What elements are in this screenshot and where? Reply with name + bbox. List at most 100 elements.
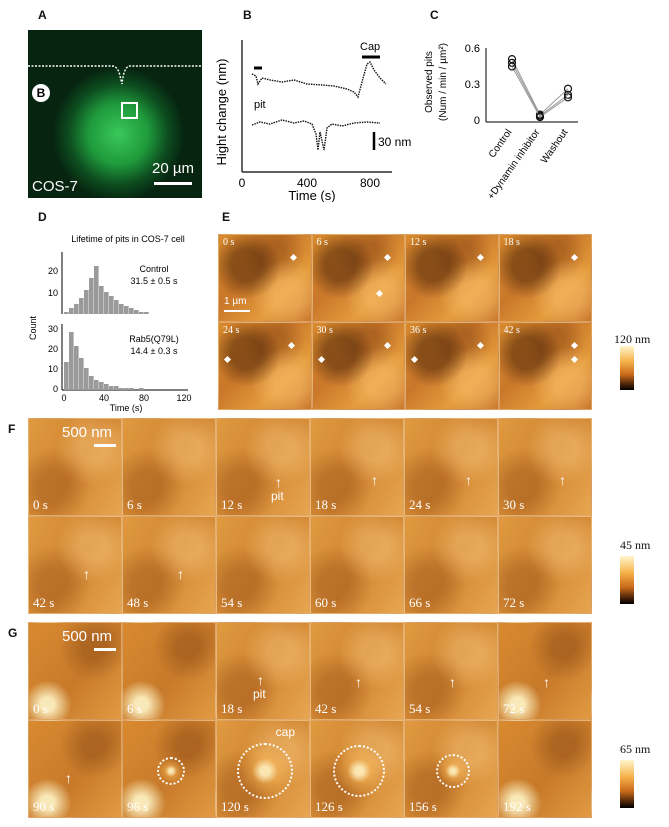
c-series-line — [511, 58, 569, 116]
e-frame: 18 s — [498, 234, 592, 322]
d-hist-bar — [109, 296, 114, 314]
e-time-label: 0 s — [223, 237, 235, 248]
pit-marker — [383, 341, 391, 350]
c-data-point — [563, 90, 573, 99]
afm-grid-e: 0 s 6 s 12 s 18 s 24 s 30 s 36 s 42 s — [218, 234, 592, 410]
d-hist-bar — [84, 290, 89, 314]
pit-marker — [375, 289, 383, 298]
inset-box — [121, 102, 138, 119]
f-time-label: 72 s — [503, 595, 525, 610]
d-hist-bar — [69, 308, 74, 314]
pit-arrow: ↑ — [65, 770, 72, 786]
g-frame: 96 s — [122, 720, 216, 818]
e-colorbar — [620, 346, 634, 390]
inset-b-badge: B — [32, 84, 50, 102]
g-time-label: 96 s — [127, 799, 149, 814]
d-xtick-2: 80 — [139, 393, 149, 403]
g-frame: 120 s cap — [216, 720, 310, 818]
pit-marker — [476, 253, 485, 262]
f-time-label: 0 s — [33, 497, 48, 512]
pit-marker — [570, 341, 578, 350]
height-trace-chart: Hight change (nm) pit Cap 30 nm 0 400 80… — [212, 22, 412, 203]
c-ytick-1: 0.3 — [465, 79, 480, 91]
d-ylabel: Count — [28, 316, 38, 341]
d-hist-bar — [119, 388, 124, 390]
f-frame: 12 s ↑ pit — [216, 418, 310, 516]
d-rab-val: 14.4 ± 0.3 s — [131, 346, 178, 356]
g-time-label: 18 s — [221, 701, 243, 716]
f-time-label: 54 s — [221, 595, 243, 610]
f-frame: 6 s — [122, 418, 216, 516]
g-time-label: 6 s — [127, 701, 142, 716]
f-colorbar — [620, 556, 634, 604]
d-hist-bar — [129, 388, 134, 390]
b-xtick-2: 800 — [360, 176, 380, 190]
d-hist-bar — [119, 304, 124, 314]
d-hist-bar — [104, 384, 109, 390]
d-title: Lifetime of pits in COS-7 cell — [71, 234, 185, 244]
pit-count-chart: Observed pits (Num / min / µm²) 0.6 0.3 … — [418, 22, 578, 202]
d-hist-bar — [74, 346, 79, 390]
pit-marker — [287, 341, 296, 350]
cap-circle — [436, 754, 470, 788]
d-ytick-bot-2: 10 — [48, 364, 58, 374]
panel-label-f: F — [8, 422, 16, 436]
lifetime-histogram-svg: Lifetime of pits in COS-7 cell Count 20 … — [28, 234, 192, 413]
d-hist-bar — [144, 312, 149, 314]
g-frame: 72 s ↑ — [498, 622, 592, 720]
e-time-label: 42 s — [503, 325, 520, 336]
pit-arrow: ↑ — [257, 672, 264, 688]
d-hist-bar — [134, 310, 139, 314]
f-time-label: 12 s — [221, 497, 243, 512]
profile-line — [28, 65, 202, 85]
f-scale-bar — [94, 444, 116, 447]
cap-text: cap — [275, 725, 295, 739]
c-xcat-1: +Dynamin inhibitor — [486, 127, 543, 202]
d-xtick-1: 40 — [99, 393, 109, 403]
d-ytick-bot-0: 30 — [48, 324, 58, 334]
g-time-label: 0 s — [33, 701, 48, 716]
g-frame: 90 s ↑ — [28, 720, 122, 818]
b-ylabel: Hight change (nm) — [214, 59, 229, 166]
g-frame: 0 s — [28, 622, 122, 720]
panel-label-g: G — [8, 626, 18, 640]
c-ylabel-2: (Num / min / µm²) — [438, 43, 449, 121]
pit-marker — [317, 355, 325, 364]
b-xtick-0: 0 — [239, 176, 246, 190]
d-ytick-bot-1: 20 — [48, 344, 58, 354]
cap-circle — [237, 743, 293, 799]
f-time-label: 6 s — [127, 497, 142, 512]
pit-text: pit — [271, 489, 284, 503]
f-frame: 54 s — [216, 516, 310, 614]
g-frame: 192 s — [498, 720, 592, 818]
pit-arrow: ↑ — [177, 566, 184, 582]
d-control-name: Control — [139, 264, 168, 274]
d-hist-bar — [139, 388, 144, 390]
scale-bar — [154, 182, 192, 185]
e-time-label: 24 s — [223, 325, 240, 336]
d-xlabel: Time (s) — [110, 403, 143, 413]
g-time-label: 156 s — [409, 799, 437, 814]
e-time-label: 36 s — [410, 325, 427, 336]
f-frame: 30 s ↑ — [498, 418, 592, 516]
g-time-label: 90 s — [33, 799, 55, 814]
g-frame: 6 s — [122, 622, 216, 720]
f-frame: 48 s ↑ — [122, 516, 216, 614]
f-frame: 72 s — [498, 516, 592, 614]
pit-marker — [223, 355, 232, 364]
d-hist-bar — [74, 304, 79, 314]
f-scale-label: 500 nm — [62, 424, 113, 441]
g-scale-bar — [94, 648, 116, 651]
d-hist-bar — [89, 376, 94, 390]
f-time-label: 42 s — [33, 595, 55, 610]
d-xtick-3: 120 — [176, 393, 191, 403]
d-hist-bar — [104, 292, 109, 314]
c-data-point — [563, 93, 573, 102]
f-time-label: 30 s — [503, 497, 525, 512]
cap-circle — [157, 757, 185, 785]
g-colorbar-label: 65 nm — [620, 742, 651, 756]
f-frame: 18 s ↑ — [310, 418, 404, 516]
pit-arrow: ↑ — [275, 474, 282, 490]
c-ytick-2: 0 — [474, 115, 480, 127]
